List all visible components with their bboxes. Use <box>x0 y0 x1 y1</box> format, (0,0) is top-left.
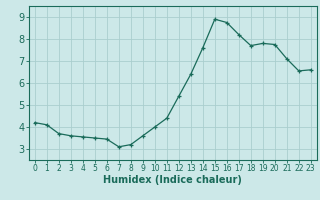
X-axis label: Humidex (Indice chaleur): Humidex (Indice chaleur) <box>103 175 242 185</box>
